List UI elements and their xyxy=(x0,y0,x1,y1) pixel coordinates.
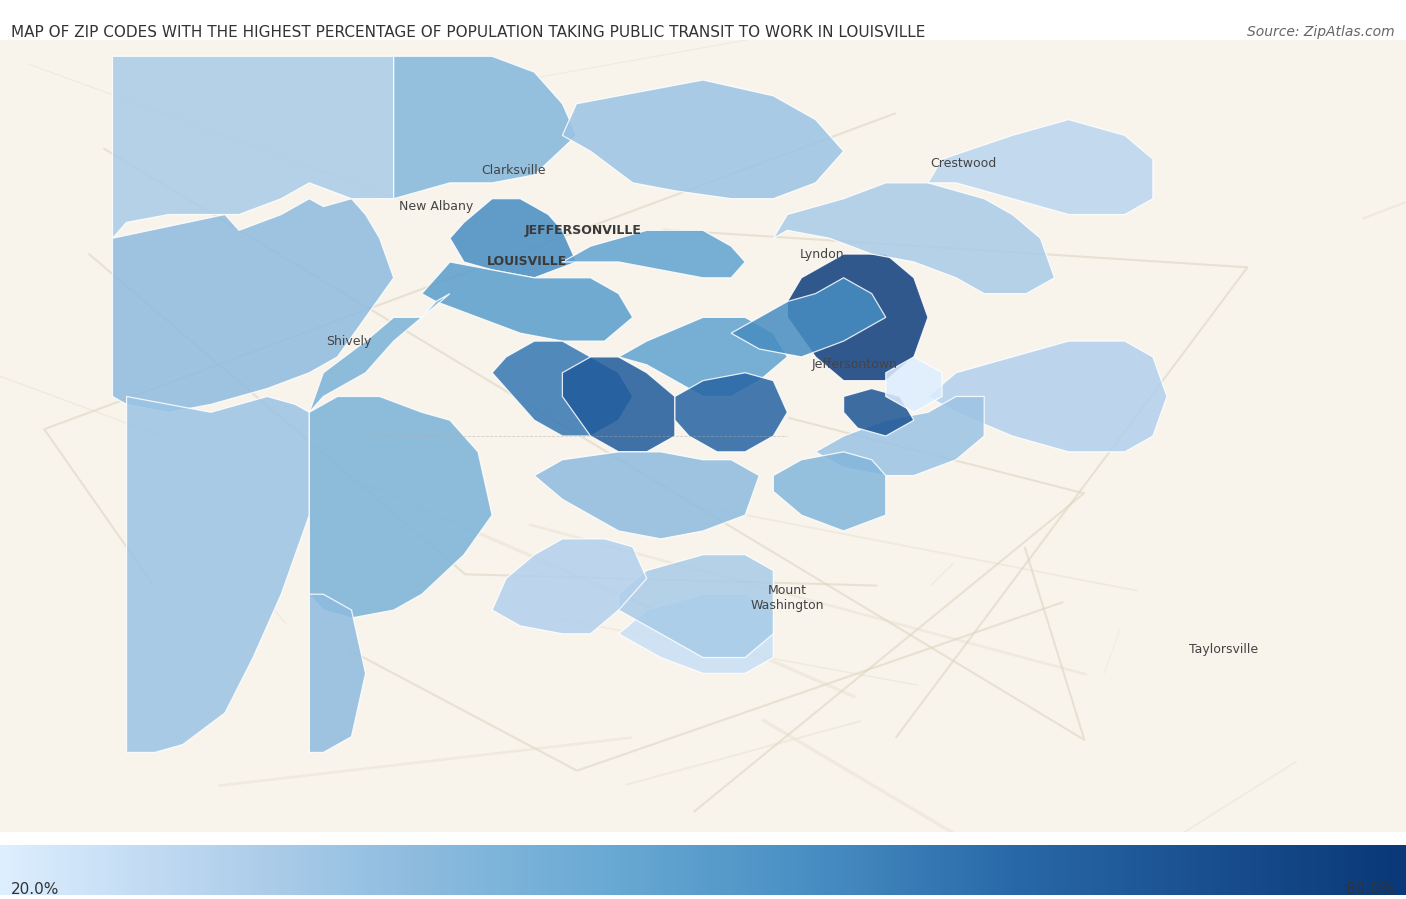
Polygon shape xyxy=(675,373,787,452)
Polygon shape xyxy=(534,452,759,539)
Polygon shape xyxy=(562,357,675,452)
Polygon shape xyxy=(492,341,633,436)
Polygon shape xyxy=(619,594,773,673)
Polygon shape xyxy=(928,341,1167,452)
Text: Taylorsville: Taylorsville xyxy=(1188,643,1258,656)
Text: LOUISVILLE: LOUISVILLE xyxy=(486,255,568,269)
Text: Source: ZipAtlas.com: Source: ZipAtlas.com xyxy=(1247,25,1395,40)
Polygon shape xyxy=(619,555,773,657)
Polygon shape xyxy=(309,396,492,618)
Polygon shape xyxy=(492,539,647,634)
Text: 20.0%: 20.0% xyxy=(11,882,59,897)
Polygon shape xyxy=(844,388,914,436)
Polygon shape xyxy=(562,80,844,199)
Polygon shape xyxy=(450,199,576,278)
Polygon shape xyxy=(619,317,787,396)
Text: Mount
Washington: Mount Washington xyxy=(751,584,824,612)
Polygon shape xyxy=(422,262,633,341)
Text: Jeffersontown: Jeffersontown xyxy=(811,359,898,371)
Polygon shape xyxy=(815,396,984,476)
Polygon shape xyxy=(562,230,745,278)
Polygon shape xyxy=(309,294,450,413)
Text: JEFFERSONVILLE: JEFFERSONVILLE xyxy=(524,224,643,236)
Polygon shape xyxy=(773,452,886,531)
Polygon shape xyxy=(112,199,394,413)
Polygon shape xyxy=(886,357,942,413)
Text: Clarksville: Clarksville xyxy=(481,165,546,177)
Polygon shape xyxy=(731,278,886,357)
Text: MAP OF ZIP CODES WITH THE HIGHEST PERCENTAGE OF POPULATION TAKING PUBLIC TRANSIT: MAP OF ZIP CODES WITH THE HIGHEST PERCEN… xyxy=(11,25,925,40)
Polygon shape xyxy=(928,120,1153,215)
Text: Lyndon: Lyndon xyxy=(800,247,845,261)
Polygon shape xyxy=(773,182,1054,294)
Polygon shape xyxy=(112,57,394,238)
Polygon shape xyxy=(127,396,309,752)
Polygon shape xyxy=(787,254,928,380)
Text: Crestwood: Crestwood xyxy=(929,156,997,170)
Polygon shape xyxy=(394,57,576,199)
Text: 80.0%: 80.0% xyxy=(1347,882,1395,897)
Text: Shively: Shively xyxy=(326,334,371,348)
Text: New Albany: New Albany xyxy=(399,200,472,213)
Polygon shape xyxy=(309,594,366,752)
